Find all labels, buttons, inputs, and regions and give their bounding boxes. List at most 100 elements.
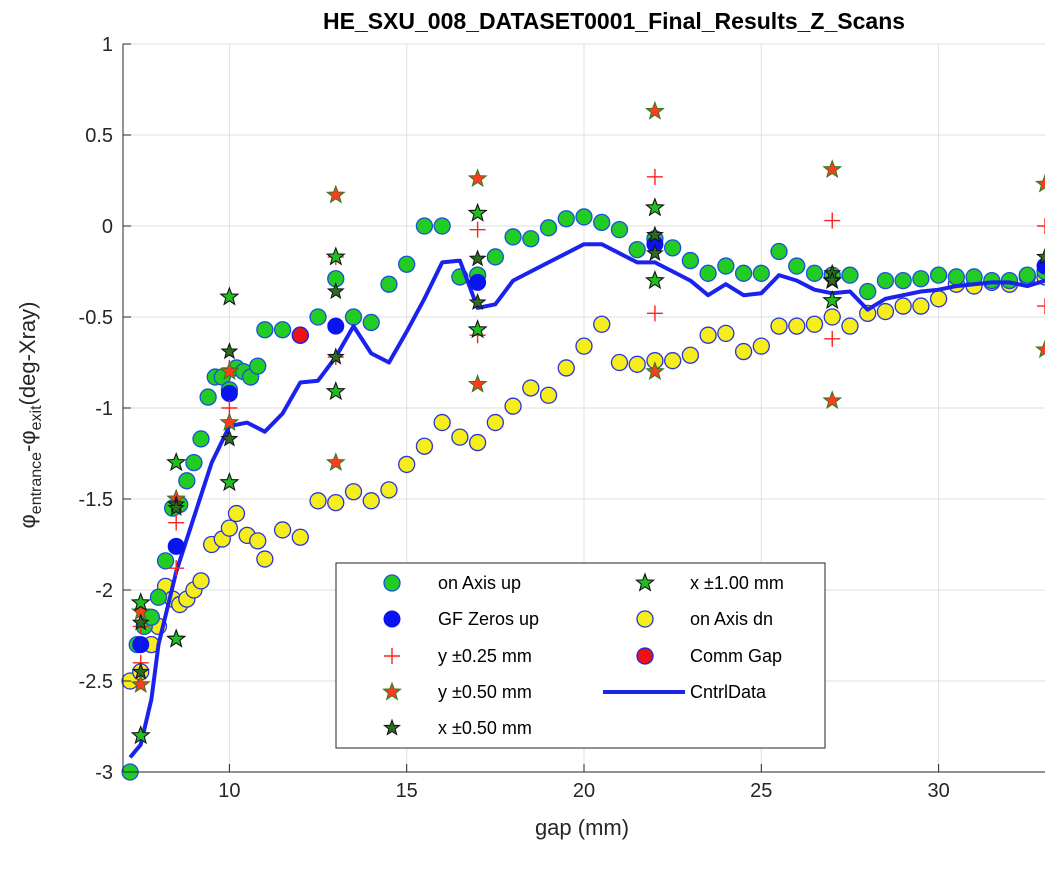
data-point <box>644 270 665 290</box>
data-point <box>645 243 664 261</box>
data-point <box>646 305 663 322</box>
x-tick-label: 15 <box>396 780 418 802</box>
data-point <box>822 290 843 310</box>
legend-label: x ±1.00 mm <box>690 573 784 593</box>
y-axis-label-unit: (deg-Xray) <box>15 302 40 406</box>
data-point <box>130 592 151 612</box>
data-point <box>929 290 948 308</box>
y-tick-label: -0.5 <box>79 307 113 329</box>
data-point <box>398 455 416 474</box>
data-point <box>469 221 486 238</box>
data-point <box>256 321 274 339</box>
y-axis-label-sub2: exit <box>28 405 45 430</box>
legend-swatch <box>382 681 402 701</box>
data-point <box>149 588 168 606</box>
data-point <box>699 326 717 344</box>
data-point <box>1035 339 1045 359</box>
x-tick-label: 20 <box>573 780 595 802</box>
data-point <box>380 275 398 293</box>
data-point <box>876 302 895 321</box>
data-point <box>681 346 700 364</box>
data-point <box>593 315 611 333</box>
data-point <box>947 268 965 286</box>
data-point <box>131 662 150 680</box>
data-point <box>291 528 309 546</box>
data-point <box>539 386 558 404</box>
y-tick-label: -1.5 <box>79 489 113 511</box>
data-point <box>415 217 434 235</box>
x-tick-label: 25 <box>750 780 772 802</box>
data-point <box>167 498 186 516</box>
data-point <box>192 430 210 448</box>
data-point <box>894 297 912 315</box>
data-point <box>645 225 664 243</box>
legend-swatch <box>636 610 654 628</box>
y-tick-label: -1 <box>95 398 113 420</box>
y-tick-label: -2 <box>95 580 113 602</box>
data-point <box>912 270 930 288</box>
data-point <box>130 674 151 694</box>
x-tick-label: 30 <box>927 780 949 802</box>
data-point <box>486 413 504 432</box>
data-point <box>130 725 151 745</box>
series-y-0-50-mm <box>130 100 1045 694</box>
legend-swatch <box>636 647 654 665</box>
data-point <box>734 342 753 361</box>
data-point <box>610 353 629 372</box>
data-point <box>823 271 842 289</box>
legend-label: CntrlData <box>690 682 767 702</box>
data-point <box>168 514 185 531</box>
data-point <box>824 330 841 347</box>
data-point <box>468 292 487 311</box>
data-point <box>326 347 345 365</box>
data-point <box>325 381 346 401</box>
series-cntrldata <box>128 242 1045 759</box>
legend-label: on Axis dn <box>690 609 773 629</box>
data-point <box>380 481 398 499</box>
legend-label: x ±0.50 mm <box>438 718 532 738</box>
data-point <box>344 308 363 326</box>
data-point <box>309 308 327 326</box>
series-gf-zeros-up <box>132 235 1045 654</box>
data-point <box>166 452 187 472</box>
series-comm-gap <box>291 326 309 344</box>
data-point <box>273 521 292 539</box>
data-point <box>362 313 380 332</box>
data-point <box>752 337 770 355</box>
y-tick-label: 0.5 <box>85 125 113 147</box>
data-point <box>823 308 841 326</box>
data-point <box>841 317 859 335</box>
data-point <box>805 315 824 333</box>
data-point <box>398 255 416 273</box>
data-point <box>752 264 770 282</box>
data-point <box>468 249 487 267</box>
x-tick-label: 10 <box>218 780 240 802</box>
data-point <box>575 337 593 355</box>
data-point <box>1036 247 1045 265</box>
data-point <box>192 572 210 590</box>
data-point <box>309 492 327 510</box>
data-point <box>168 560 185 577</box>
data-point <box>433 413 451 432</box>
data-point <box>610 220 629 239</box>
data-point <box>1037 218 1045 234</box>
data-point <box>770 317 788 335</box>
data-point <box>1037 298 1045 315</box>
data-point <box>1035 173 1045 193</box>
data-point <box>327 317 345 335</box>
data-point <box>681 251 700 270</box>
y-axis-label: φentrance-φexit(deg-Xray) <box>15 302 45 529</box>
data-point <box>522 230 540 248</box>
data-point <box>645 100 665 120</box>
data-point <box>841 266 859 284</box>
data-point <box>575 208 593 226</box>
data-point <box>644 197 665 217</box>
data-point <box>227 504 246 523</box>
data-point <box>156 552 175 570</box>
data-point <box>876 271 895 290</box>
data-point <box>664 239 682 257</box>
data-point <box>628 355 646 373</box>
y-axis-label-phi2: -φ <box>15 430 40 452</box>
data-point <box>415 437 434 455</box>
x-axis-label: gap (mm) <box>535 815 629 840</box>
